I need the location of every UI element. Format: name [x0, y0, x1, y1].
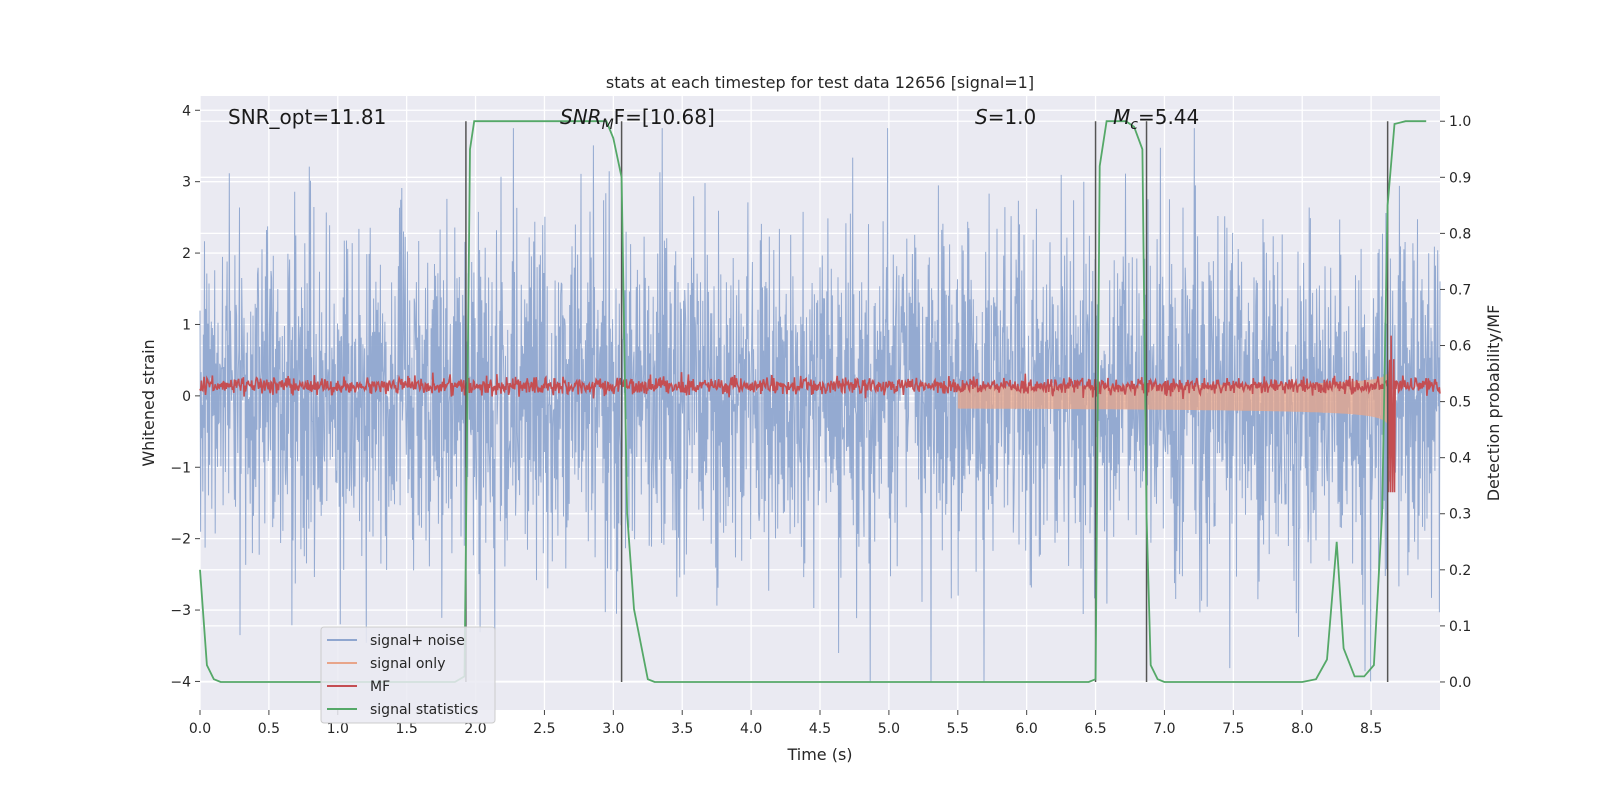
legend-label-signal-statistics: signal statistics	[370, 702, 478, 718]
mf-series	[199, 335, 1441, 493]
y-tick-label-3: 3	[182, 175, 191, 191]
y2-tick-label-0.8: 0.8	[1449, 226, 1471, 242]
x-tick-label-4.5: 4.5	[809, 721, 831, 737]
legend: signal+ noise signal only MF signal stat…	[320, 626, 496, 724]
legend-label-signal-only: signal only	[370, 656, 445, 672]
x-tick-label-8.5: 8.5	[1360, 721, 1382, 737]
annotation-snr-opt: SNR_opt=11.81	[228, 105, 386, 129]
legend-box	[320, 626, 496, 724]
x-tick-label-0.0: 0.0	[189, 721, 211, 737]
y-tick-label-4: 4	[182, 103, 191, 119]
x-axis-ticks: 0.0 0.5 1.0 1.5 2.0 2.5 3.0 3.5 4.0 4.5 5.0 5.5 6.0 6…	[189, 710, 1382, 737]
annotation-s-symbol: S	[975, 105, 988, 129]
chart-title: stats at each timestep for test data 126…	[606, 73, 1034, 92]
y-axis-ticks: 4 3 2 1 0 −1 −2 −3 −4	[170, 103, 200, 690]
y-tick-label--2: −2	[170, 532, 191, 548]
annotation-mc-rest: =5.44	[1138, 105, 1199, 129]
x-tick-label-3.0: 3.0	[602, 721, 624, 737]
y-axis-label: Whitened strain	[139, 339, 158, 466]
y2-tick-label-0.1: 0.1	[1449, 619, 1471, 635]
annotation-s: S=1.0	[975, 105, 1036, 129]
x-tick-label-5.5: 5.5	[947, 721, 969, 737]
annotation-snr-mf: SNRMF=[10.68]	[560, 105, 715, 133]
x-tick-label-3.5: 3.5	[671, 721, 693, 737]
x-axis-label: Time (s)	[786, 745, 852, 764]
y2-tick-label-1.0: 1.0	[1449, 114, 1471, 130]
x-tick-label-4.0: 4.0	[740, 721, 762, 737]
y2-tick-label-0.3: 0.3	[1449, 507, 1471, 523]
legend-label-signal-noise: signal+ noise	[370, 633, 465, 649]
x-tick-label-2.0: 2.0	[464, 721, 486, 737]
y2-tick-label-0.2: 0.2	[1449, 563, 1471, 579]
y2-tick-label-0.4: 0.4	[1449, 451, 1471, 467]
y2-tick-label-0.0: 0.0	[1449, 675, 1471, 691]
y-tick-label-0: 0	[182, 389, 191, 405]
y2-axis-ticks: 1.0 0.9 0.8 0.7 0.6 0.5 0.4 0.3 0.2 0.1 0.0	[1440, 114, 1471, 691]
y-tick-label--4: −4	[170, 674, 191, 690]
y2-tick-label-0.7: 0.7	[1449, 282, 1471, 298]
x-tick-label-2.5: 2.5	[533, 721, 555, 737]
y-tick-label-2: 2	[182, 246, 191, 262]
y2-tick-label-0.5: 0.5	[1449, 395, 1471, 411]
annotation-mc-subscript: c	[1130, 117, 1138, 133]
x-tick-label-8.0: 8.0	[1291, 721, 1313, 737]
x-tick-label-6.5: 6.5	[1084, 721, 1106, 737]
annotation-snr-mf-symbol: SNR	[560, 105, 602, 129]
annotation-mc: Mc=5.44	[1113, 105, 1199, 133]
annotation-snr-mf-subscript: M	[602, 117, 614, 133]
x-tick-label-1.0: 1.0	[327, 721, 349, 737]
x-tick-label-7.0: 7.0	[1153, 721, 1175, 737]
y-tick-label-1: 1	[182, 317, 191, 333]
x-tick-label-6.0: 6.0	[1016, 721, 1038, 737]
legend-label-mf: MF	[370, 679, 390, 695]
y2-axis-label: Detection probability/MF	[1484, 305, 1503, 502]
annotation-s-rest: =1.0	[988, 105, 1037, 129]
annotation-mc-symbol: M	[1113, 105, 1130, 129]
y2-tick-label-0.9: 0.9	[1449, 170, 1471, 186]
signal-noise-line	[199, 128, 1441, 682]
y-tick-label--1: −1	[170, 460, 191, 476]
mf-line	[199, 335, 1441, 493]
signal-noise-series	[199, 128, 1441, 682]
y2-tick-label-0.6: 0.6	[1449, 339, 1471, 355]
y-tick-label--3: −3	[170, 603, 191, 619]
x-tick-label-1.5: 1.5	[396, 721, 418, 737]
x-tick-label-0.5: 0.5	[258, 721, 280, 737]
x-tick-label-7.5: 7.5	[1222, 721, 1244, 737]
x-tick-label-5.0: 5.0	[878, 721, 900, 737]
annotation-snr-mf-rest: F=[10.68]	[614, 105, 715, 129]
